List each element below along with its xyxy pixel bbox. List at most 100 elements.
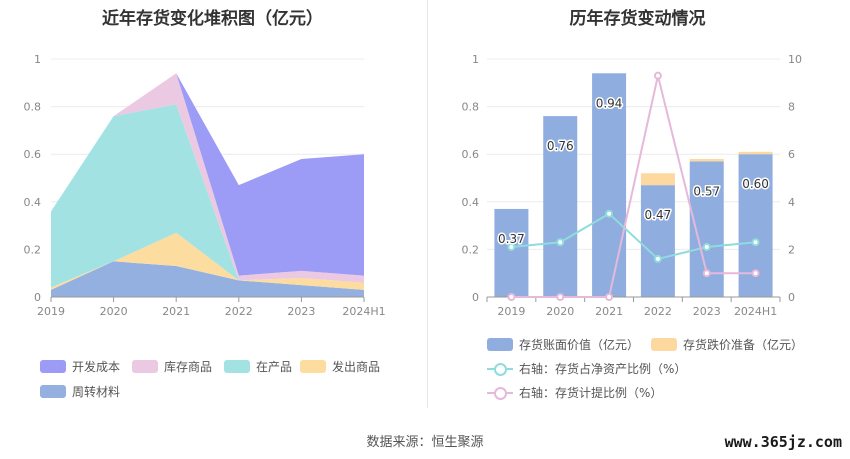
x-tick-label: 2019 [497,305,525,318]
bar-impairment [640,173,675,186]
bar-book-value [543,116,578,298]
bar-book-value [592,73,627,297]
panel-divider [427,0,428,408]
bar-value-label: 0.57 [693,184,720,198]
y2-tick-label: 8 [788,101,795,114]
change-chart-title: 历年存货变动情况 [569,9,706,29]
y2-tick-label: 6 [788,148,795,161]
line-point [653,71,662,80]
y-tick-label: 0.6 [462,148,480,161]
data-label: 0.37 [497,230,527,247]
y-tick-label: 1 [472,53,479,66]
legend-label: 开发成本 [72,360,121,374]
stacked-area-chart: 0 0.2 0.4 0.6 0.8 1 2019 2020 2021 2022 2023 2024H1 [24,53,386,318]
y-tick-label: 0.8 [24,101,42,114]
line-point [751,269,760,278]
x-tick-label: 2022 [225,305,253,318]
x-tick-label: 2021 [162,305,190,318]
x-tick-label: 2024H1 [734,305,777,318]
area-series-4 [51,73,364,276]
legend-item[interactable]: 右轴：存货占净资产比例（%） [487,360,686,377]
area-series-2 [51,104,364,288]
line-point [605,293,614,301]
legend-item[interactable]: 开发成本 [40,358,120,375]
legend-label: 库存商品 [164,360,213,374]
bar-value-label: 0.94 [596,96,623,110]
bar-impairment [738,151,773,155]
legend-label: 存货账面价值（亿元） [519,338,640,352]
legend-item[interactable]: 库存商品 [132,358,212,375]
data-label: 0.60 [741,176,771,193]
legend-swatch [300,360,326,373]
y-tick-label: 0.8 [462,101,480,114]
x-tick-label: 2024H1 [342,305,385,318]
data-source-text: 数据来源：恒生聚源 [366,435,484,450]
x-tick-label: 2022 [644,305,672,318]
area-series-1 [51,232,364,290]
line-point [751,238,760,247]
bar-value-label: 0.76 [547,139,574,153]
legend-label: 存货跌价准备（亿元） [683,338,804,352]
y-tick-label: 0.4 [462,196,480,209]
y-tick-label: 0.2 [462,243,480,256]
line-series-1 [511,75,756,298]
x-tick-label: 2019 [37,305,65,318]
y-tick-label: 0.6 [24,148,42,161]
legend-swatch [651,338,677,351]
y2-tick-label: 2 [788,243,795,256]
legend-swatch [487,386,513,400]
legend-swatch [132,360,158,373]
line-point [507,293,516,301]
y2-tick-label: 0 [788,291,795,304]
line-point [507,243,516,252]
x-tick-label: 2023 [693,305,721,318]
legend-swatch [487,362,513,376]
legend-item[interactable]: 周转材料 [40,383,120,400]
data-label: 0.47 [643,207,673,224]
legend-label: 发出商品 [332,360,381,374]
data-label: 0.57 [692,183,722,200]
y-tick-label: 0 [472,291,479,304]
bar-book-value [494,208,529,297]
area-series-3 [51,73,364,283]
site-watermark: www.365jz.com [724,433,842,451]
x-tick-label: 2021 [595,305,623,318]
area-series-0 [51,261,364,297]
bar-value-label: 0.47 [645,208,672,222]
legend-item[interactable]: 存货账面价值（亿元） [487,336,639,353]
legend-swatch [224,360,250,373]
legend-item[interactable]: 存货跌价准备（亿元） [651,336,803,353]
line-series-0 [511,212,756,261]
y2-tick-label: 10 [788,53,802,66]
line-point [702,243,711,252]
legend-item[interactable]: 在产品 [224,358,292,375]
line-point [605,209,614,218]
legend-label: 右轴：存货计提比例（%） [519,386,663,400]
legend-swatch [487,338,513,351]
bar-book-value [640,185,675,297]
legend-label: 周转材料 [72,385,121,399]
legend-swatch [40,360,66,373]
line-point [556,238,565,247]
line-point [556,293,565,301]
data-label: 0.76 [545,138,575,155]
bar-value-label: 0.37 [498,232,525,246]
stacked-chart-title: 近年存货变化堆积图（亿元） [102,9,323,29]
y-tick-label: 1 [34,53,41,66]
legend-item[interactable]: 右轴：存货计提比例（%） [487,384,662,401]
bar-impairment [689,158,724,162]
legend-label: 在产品 [256,360,293,374]
x-tick-label: 2023 [287,305,315,318]
legend-item[interactable]: 发出商品 [300,358,380,375]
line-point [702,269,711,278]
x-tick-label: 2020 [100,305,128,318]
y-tick-label: 0.4 [24,196,42,209]
y2-tick-label: 4 [788,196,795,209]
x-tick-label: 2020 [546,305,574,318]
data-label: 0.94 [594,95,624,112]
legend-swatch [40,385,66,398]
legend-label: 右轴：存货占净资产比例（%） [519,362,687,376]
line-point [653,254,662,263]
y-tick-label: 0 [34,291,41,304]
